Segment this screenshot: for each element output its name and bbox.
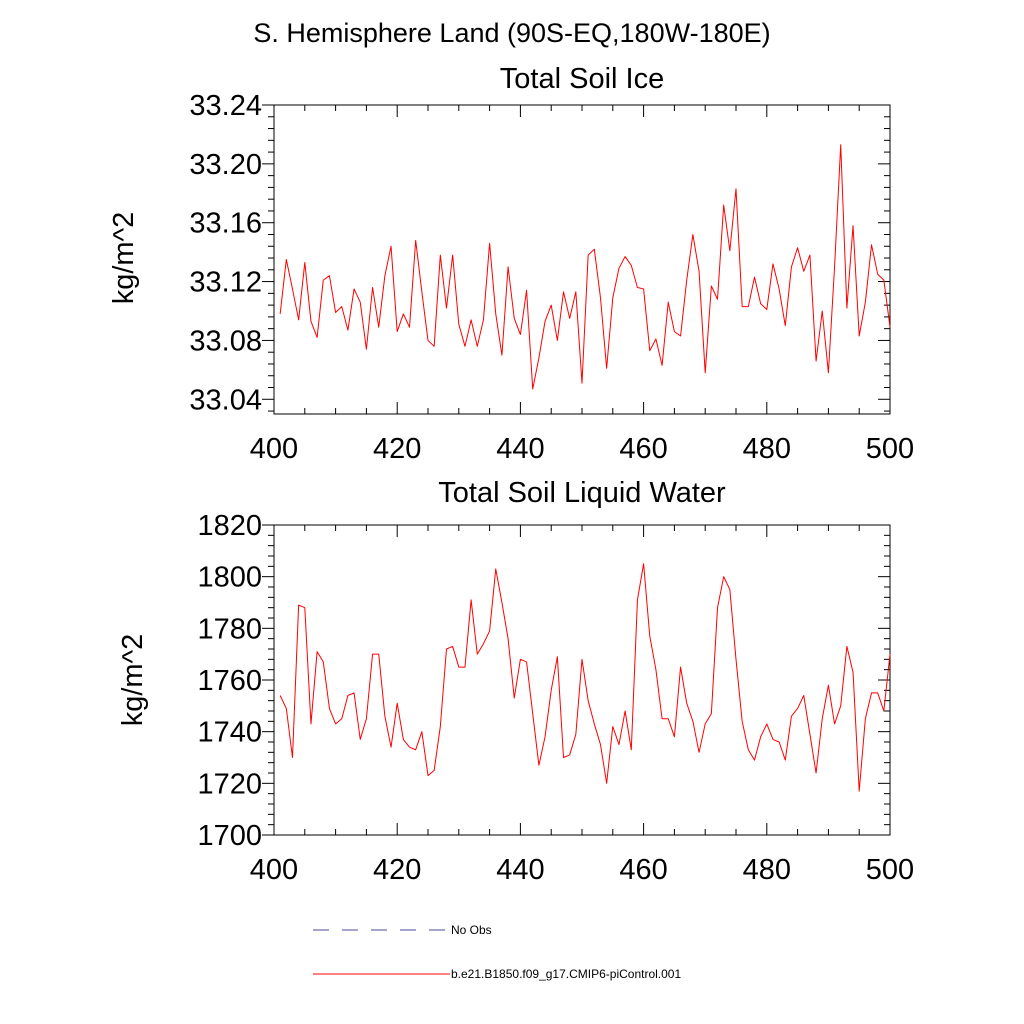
plot-frame (273, 524, 891, 836)
y-tick-label: 33.16 (189, 208, 262, 240)
y-tick-label: 1780 (197, 613, 262, 645)
y-tick-label: 33.24 (189, 90, 262, 122)
x-tick-label: 400 (250, 433, 298, 465)
x-tick-label: 480 (743, 854, 791, 886)
y-tick-label: 33.04 (189, 384, 262, 416)
y-axis-label: kg/m^2 (117, 634, 149, 727)
series-line-model (279, 144, 891, 390)
y-tick-label: 1700 (197, 820, 262, 852)
x-tick-label: 480 (743, 433, 791, 465)
chart-title: Total Soil Liquid Water (438, 477, 726, 509)
chart-total-soil-liquid-water: Total Soil Liquid Water kg/m^2 400 420 440… (117, 477, 914, 886)
x-tick-label: 460 (619, 854, 667, 886)
y-tick-label: 33.20 (189, 149, 262, 181)
y-tick-label: 1760 (197, 665, 262, 697)
axis-ticks: 400 420 440 460 480 500 1700 1720 1740 1760 1780 18… (197, 510, 914, 886)
y-tick-label: 33.12 (189, 267, 262, 299)
legend-model-label: b.e21.B1850.f09_g17.CMIP6-piControl.001 (451, 967, 681, 981)
y-axis-label: kg/m^2 (108, 212, 140, 305)
chart-total-soil-ice: Total Soil Ice kg/m^2 400 420 440 460 480 500… (108, 63, 914, 465)
legend-no-obs-label: No Obs (451, 923, 492, 937)
series-marks (279, 563, 891, 792)
y-tick-label: 1740 (197, 717, 262, 749)
x-tick-label: 500 (866, 433, 914, 465)
x-tick-label: 400 (250, 854, 298, 886)
x-tick-label: 440 (496, 433, 544, 465)
axis-ticks: 400 420 440 460 480 500 33.04 33.08 33.12 33.16 33… (189, 90, 914, 465)
page-title: S. Hemisphere Land (90S-EQ,180W-180E) (253, 18, 770, 48)
x-tick-label: 440 (496, 854, 544, 886)
x-tick-label: 460 (619, 433, 667, 465)
plot-frame (273, 104, 891, 415)
y-tick-label: 33.08 (189, 325, 262, 357)
series-line-model (279, 563, 891, 792)
series-marks (279, 144, 891, 390)
x-tick-label: 420 (373, 433, 421, 465)
x-tick-label: 420 (373, 854, 421, 886)
y-tick-label: 1820 (197, 510, 262, 542)
legend: No Obs b.e21.B1850.f09_g17.CMIP6-piContr… (313, 923, 681, 981)
x-tick-label: 500 (866, 854, 914, 886)
y-tick-label: 1720 (197, 768, 262, 800)
chart-title: Total Soil Ice (500, 63, 664, 95)
y-tick-label: 1800 (197, 562, 262, 594)
